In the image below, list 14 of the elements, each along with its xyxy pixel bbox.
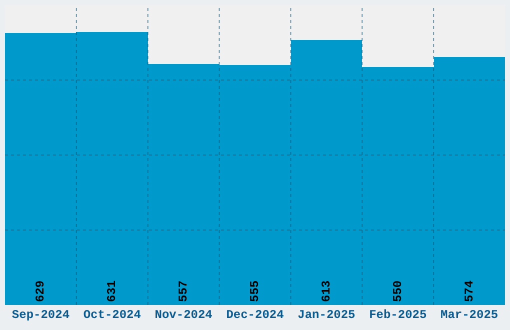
data-label: 631 (105, 280, 119, 302)
data-label: 557 (176, 280, 190, 302)
x-tick-label: Jan-2025 (298, 308, 356, 322)
data-label: 555 (248, 280, 262, 302)
data-label: 613 (320, 280, 334, 302)
data-label: 629 (34, 280, 48, 302)
data-label: 550 (391, 280, 405, 302)
x-tick-label: Dec-2024 (226, 308, 284, 322)
x-tick-label: Mar-2025 (440, 308, 498, 322)
data-label: 574 (462, 280, 476, 302)
x-tick-label: Feb-2025 (369, 308, 427, 322)
x-tick-label: Oct-2024 (83, 308, 141, 322)
x-tick-label: Nov-2024 (154, 308, 212, 322)
x-tick-label: Sep-2024 (12, 308, 70, 322)
